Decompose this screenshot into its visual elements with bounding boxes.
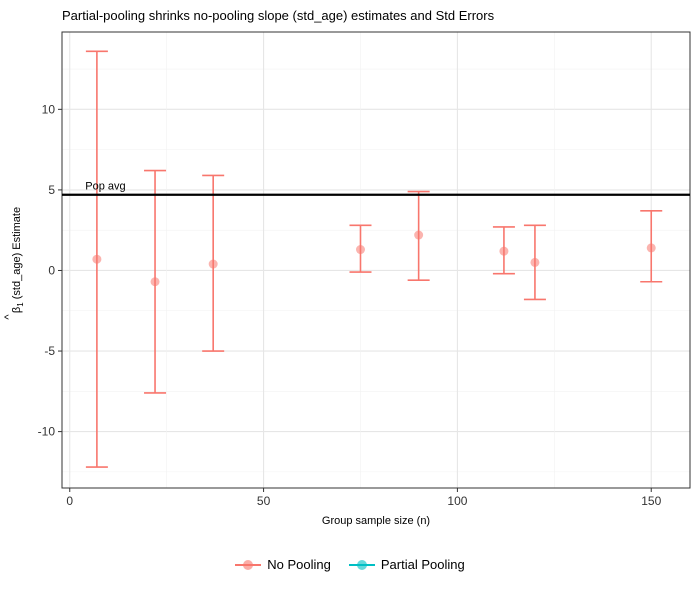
y-axis-title: β1 (std_age) Estimate <box>11 207 25 313</box>
legend-key-dot <box>356 559 367 570</box>
y-axis-title-symbol: β <box>11 307 23 313</box>
legend: No Pooling Partial Pooling <box>0 557 700 572</box>
chart-marks <box>85 50 663 468</box>
data-point <box>355 245 365 255</box>
x-tick-label: 0 <box>66 494 73 508</box>
y-tick-label: 5 <box>48 183 55 197</box>
legend-item: Partial Pooling <box>348 557 465 572</box>
legend-item: No Pooling <box>235 557 331 572</box>
legend-key-dot <box>243 559 254 570</box>
x-axis: 0 50 100 150 <box>66 488 662 508</box>
y-tick-label: 10 <box>42 102 56 116</box>
y-tick-label: 0 <box>48 263 55 277</box>
legend-key <box>348 558 375 572</box>
data-point <box>414 230 424 240</box>
x-axis-title: Group sample size (n) <box>322 515 430 527</box>
data-point <box>646 243 656 253</box>
chart-title: Partial-pooling shrinks no-pooling slope… <box>62 8 495 23</box>
data-point <box>530 257 540 267</box>
legend-label: Partial Pooling <box>380 557 465 572</box>
data-point <box>92 254 102 264</box>
x-tick-label: 50 <box>257 494 271 508</box>
data-point <box>150 277 160 287</box>
panel-border <box>61 31 691 489</box>
y-axis: -10 -5 0 5 10 <box>38 102 62 439</box>
legend-key <box>235 558 262 572</box>
y-axis-title-hat: ^ <box>3 314 15 320</box>
data-point <box>208 259 218 269</box>
x-tick-label: 150 <box>641 494 661 508</box>
y-tick-label: -10 <box>38 425 56 439</box>
data-point <box>499 246 509 256</box>
legend-label: No Pooling <box>267 557 331 572</box>
x-tick-label: 100 <box>447 494 467 508</box>
reference-line-label: Pop avg <box>85 181 125 193</box>
reference-line-group: Pop avg <box>62 181 690 196</box>
y-tick-label: -5 <box>44 344 55 358</box>
y-axis-title-text: (std_age) Estimate <box>11 207 23 302</box>
y-axis-title-subscript: 1 <box>16 302 25 307</box>
grid-lines <box>62 32 690 488</box>
